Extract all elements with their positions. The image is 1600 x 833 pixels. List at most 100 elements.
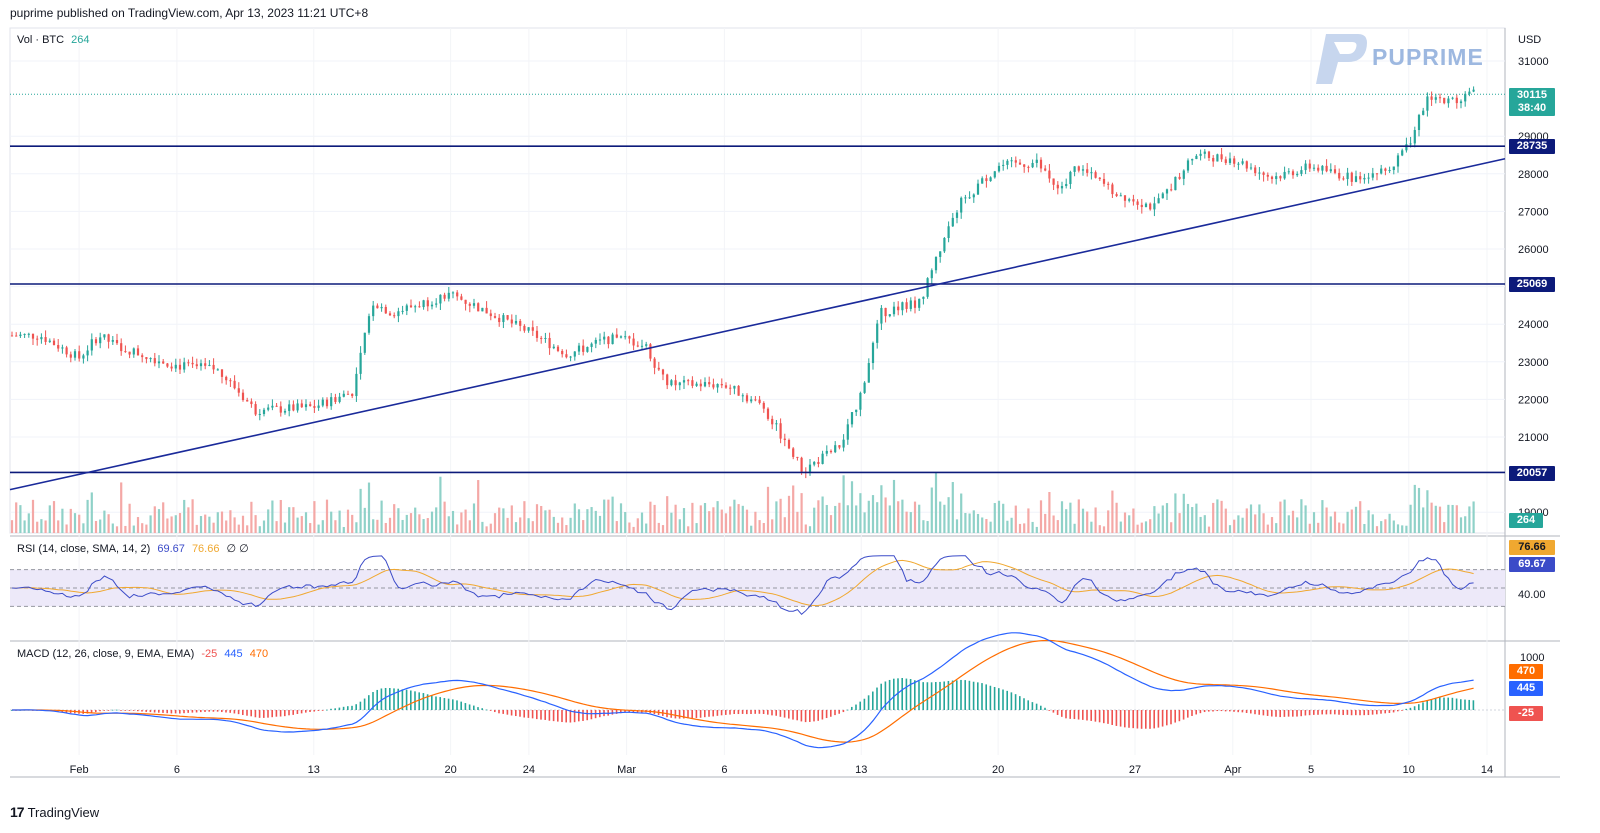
candle-body: [582, 345, 585, 352]
candle-body: [1144, 203, 1148, 208]
macd-histogram-bar: [506, 710, 509, 715]
volume-bar: [1279, 501, 1282, 533]
volume-bar: [888, 505, 891, 533]
volume-bar: [657, 522, 660, 533]
publisher-line: puprime published on TradingView.com, Ap…: [10, 6, 369, 20]
volume-bar: [842, 475, 845, 533]
volume-bar: [855, 505, 858, 533]
volume-bar: [317, 524, 320, 533]
candle-body: [115, 339, 119, 344]
macd-histogram-bar: [221, 710, 223, 713]
volume-bar: [943, 504, 946, 533]
candle-body: [565, 354, 568, 358]
candle-body: [1140, 204, 1143, 208]
price-y-tick-label: 28000: [1518, 169, 1549, 181]
macd-histogram-bar: [380, 688, 383, 710]
time-axis-label: 27: [1129, 764, 1141, 776]
time-axis-label: 6: [174, 764, 180, 776]
macd-histogram-bar: [620, 710, 622, 714]
volume-bar: [1081, 508, 1085, 533]
price-y-tick-label: 22000: [1518, 394, 1549, 406]
candle-body: [418, 306, 421, 308]
candle-body: [128, 351, 131, 355]
tradingview-brand[interactable]: 17 TradingView: [10, 804, 99, 820]
candle-body: [170, 366, 173, 369]
volume-bar: [1199, 516, 1202, 533]
volume-bar: [779, 498, 782, 533]
candle-body: [107, 334, 110, 342]
volume-bar: [1296, 517, 1299, 533]
macd-histogram-bar: [1090, 710, 1092, 721]
candle-body: [598, 339, 602, 341]
current-price-value: 30115: [1517, 89, 1547, 101]
candle-body: [519, 320, 522, 326]
candle-body: [1426, 96, 1429, 111]
macd-histogram-bar: [1434, 697, 1437, 710]
volume-bar: [418, 514, 421, 533]
candle-body: [1094, 172, 1097, 178]
volume-bar: [1065, 509, 1068, 533]
candle-body: [279, 406, 282, 413]
rsi-band: [10, 569, 1505, 607]
volume-bar: [1178, 513, 1181, 533]
candle-body: [254, 404, 257, 415]
volume-bar: [1073, 523, 1076, 533]
macd-histogram-bar: [183, 710, 185, 714]
volume-tag: 264: [1509, 513, 1543, 528]
candle-body: [1346, 172, 1349, 180]
macd-histogram-bar: [296, 710, 299, 714]
candle-body: [1207, 151, 1211, 158]
macd-histogram-bar: [981, 683, 983, 710]
candle-body: [1006, 160, 1009, 165]
volume-bar: [783, 517, 786, 533]
macd-histogram-bar: [1254, 710, 1256, 715]
candle-body: [1367, 177, 1370, 179]
volume-bar: [1039, 500, 1043, 533]
macd-histogram-bar: [1212, 710, 1214, 712]
volume-bar: [527, 518, 530, 533]
rsi-legend-extra: ∅ ∅: [226, 543, 249, 555]
volume-bar: [514, 522, 518, 533]
macd-histogram-bar: [712, 710, 714, 717]
candle-body: [695, 383, 698, 386]
macd-histogram-bar: [1413, 706, 1416, 710]
macd-histogram-bar: [1052, 710, 1055, 713]
volume-bar: [1119, 521, 1122, 533]
volume-bar: [309, 523, 312, 533]
macd-histogram-bar: [1283, 710, 1286, 717]
macd-histogram-bar: [1266, 710, 1269, 716]
candle-body: [1443, 97, 1446, 104]
candle-body: [708, 382, 711, 385]
candle-body: [1149, 203, 1152, 210]
macd-histogram-bar: [263, 710, 265, 718]
volume-bar: [1233, 519, 1236, 533]
volume-bar: [204, 514, 207, 533]
candle-body: [1363, 177, 1366, 180]
volume-bar: [1266, 524, 1269, 533]
macd-histogram-bar: [145, 710, 147, 712]
volume-bar: [540, 505, 543, 533]
candle-body: [1212, 157, 1215, 162]
macd-histogram-bar: [1216, 710, 1218, 712]
candle-body: [1254, 167, 1257, 174]
macd-histogram-bar: [1350, 710, 1353, 716]
macd-histogram-bar: [137, 710, 139, 712]
macd-histogram-bar: [1014, 694, 1017, 710]
volume-bar: [535, 504, 539, 533]
price-y-tick-label: 27000: [1518, 206, 1549, 218]
macd-histogram-bar: [909, 679, 912, 710]
volume-bar: [834, 505, 837, 533]
time-axis-label: 20: [445, 764, 457, 776]
candle-body: [527, 327, 530, 331]
macd-histogram-bar: [687, 710, 689, 719]
candle-body: [330, 397, 333, 407]
volume-bar: [346, 509, 350, 533]
macd-histogram-bar: [632, 710, 635, 713]
candle-body: [556, 346, 560, 351]
volume-bar: [136, 517, 140, 533]
macd-y-tick: 1000: [1520, 652, 1545, 664]
candle-body: [880, 307, 883, 324]
puprime-logo-icon: [1316, 34, 1367, 84]
candle-body: [1073, 166, 1076, 172]
